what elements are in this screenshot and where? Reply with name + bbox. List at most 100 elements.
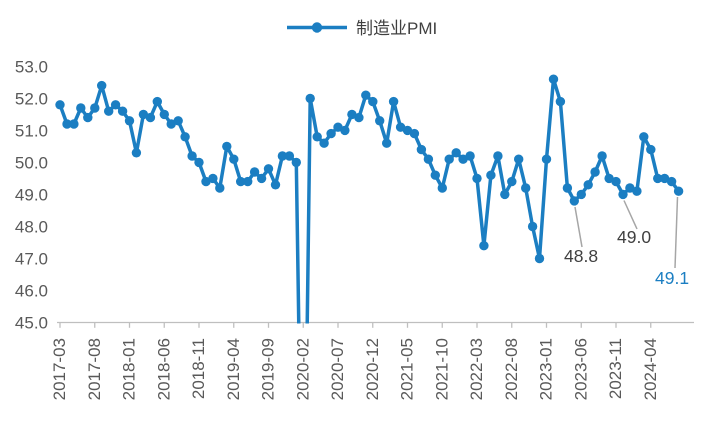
y-axis-label: 45.0 [15,314,48,333]
x-axis-label: 2018-06 [154,338,173,400]
data-point-marker [507,176,517,187]
legend: 制造业PMI [287,19,437,38]
y-axis-label: 49.0 [15,185,48,204]
data-point-marker [500,189,510,200]
x-axis-label: 2020-12 [363,338,382,400]
data-point-marker [215,183,225,193]
data-point-marker [458,154,468,164]
data-point-marker [486,170,496,180]
legend-marker-icon [311,22,323,33]
x-axis-label: 2024-04 [641,338,660,400]
annotation-value-label: 48.8 [564,246,598,266]
y-axis-label: 51.0 [15,121,48,140]
data-point-marker [625,183,635,193]
x-axis-label: 2023-06 [571,338,590,400]
data-point-marker [562,183,573,193]
data-point-marker [555,96,566,107]
data-point-marker [361,90,371,100]
annotation-leader-line [674,196,679,269]
data-point-marker [55,100,65,110]
data-point-marker [368,96,378,107]
x-axis-label: 2020-07 [328,338,347,400]
data-point-marker [479,241,489,251]
data-point-marker [576,189,586,200]
data-point-marker [243,176,253,187]
x-axis-label: 2018-11 [189,338,208,399]
data-point-marker [236,176,246,187]
data-point-marker [124,116,135,126]
legend-series-label: 制造业PMI [356,19,437,38]
data-point-marker [527,221,538,232]
data-point-marker [131,148,142,158]
data-point-marker [117,106,128,116]
x-axis-label: 2018-01 [120,338,139,400]
data-point-marker [618,189,628,200]
data-point-marker [354,112,364,123]
data-point-marker [326,128,336,139]
data-point-marker [548,74,559,84]
annotation-value-label: 49.1 [655,268,689,288]
data-point-marker [416,144,427,155]
data-point-marker [138,109,149,120]
data-point-marker [319,138,329,148]
x-axis-label: 2022-03 [467,338,486,400]
data-point-marker [159,109,169,120]
data-point-marker [187,151,197,161]
data-point-marker [465,151,475,161]
data-point-marker [430,170,440,180]
data-point-marker [194,157,204,168]
data-point-marker [270,180,281,190]
y-axis-label: 46.0 [15,281,48,300]
data-point-marker [173,116,183,126]
data-point-marker [409,128,420,139]
data-point-marker [340,125,350,136]
x-axis-label: 2019-04 [224,338,243,400]
y-axis-label: 53.0 [15,57,48,76]
data-point-marker [90,103,100,113]
data-point-marker [222,141,232,152]
annotation-leader-line [623,200,638,230]
data-point-marker [208,173,218,184]
y-axis-label: 47.0 [15,249,48,268]
data-point-marker [451,148,461,158]
x-axis-label: 2019-09 [259,338,278,400]
data-point-marker [76,103,86,113]
data-point-marker [312,132,322,142]
data-point-marker [569,196,579,206]
y-axis-label: 50.0 [15,153,48,172]
data-point-marker [277,151,288,161]
data-point-marker [653,173,663,184]
data-point-marker [347,109,357,120]
data-point-marker [646,144,656,155]
data-point-marker [152,96,162,107]
data-point-marker [437,183,447,193]
data-point-marker [382,138,392,148]
data-point-marker [83,112,93,123]
data-point-marker [97,80,107,91]
x-axis-label: 2021-10 [432,338,451,400]
data-point-marker [541,154,552,164]
data-point-marker [423,154,434,164]
data-point-marker [597,151,607,161]
data-point-marker [673,186,684,196]
data-point-marker [69,119,79,129]
data-point-marker [256,173,267,184]
data-point-marker [639,132,649,142]
data-point-marker [444,154,454,164]
data-point-marker [632,186,642,196]
x-axis-label: 2017-08 [85,338,104,400]
data-point-marker [659,173,670,184]
data-point-marker [104,106,114,116]
data-point-marker [583,180,593,190]
annotation-value-label: 49.0 [617,227,651,247]
x-axis-label: 2021-05 [398,338,417,400]
data-point-marker [229,154,239,164]
x-axis-label: 2017-03 [50,338,69,400]
annotation-leader-line [574,206,583,248]
data-point-marker [611,176,621,187]
x-axis-label: 2020-02 [293,338,312,400]
data-point-marker [249,167,260,177]
data-point-marker [305,93,315,104]
data-point-marker [493,151,503,161]
